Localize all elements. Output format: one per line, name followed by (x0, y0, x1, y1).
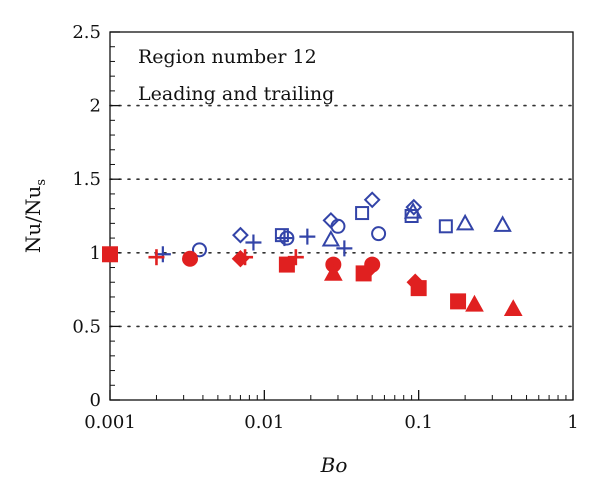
circle-blue-marker (371, 226, 387, 242)
y-tick-label: 1.5 (72, 169, 101, 190)
y-axis-title-main: Nu/Nu (21, 185, 45, 253)
cross-blue-marker (245, 234, 262, 251)
square-red-marker (410, 280, 427, 297)
axis-ticks: 0.001 0.01 0.1 1 0 0.5 1 1.5 2 2.5 (72, 22, 578, 433)
y-tick-label: 2 (90, 96, 101, 117)
diamond-blue-marker (322, 212, 340, 229)
gridlines (109, 104, 574, 328)
triangle-red-marker (465, 294, 484, 312)
square-blue-marker (438, 219, 453, 234)
diamond-blue-marker (232, 226, 249, 244)
triangle-blue-marker (321, 229, 341, 247)
cross-blue-marker (336, 240, 353, 257)
y-axis-title: Nu/Nus (21, 179, 49, 253)
annotation-leading-trailing: Leading and trailing (138, 83, 334, 105)
square-blue-marker (274, 228, 289, 243)
square-red-marker (355, 265, 372, 282)
plot-frame (109, 31, 574, 401)
diamond-blue-marker (363, 191, 381, 209)
diamond-red-marker (231, 249, 250, 268)
y-tick-label: 0.5 (72, 316, 101, 337)
circle-blue-marker (191, 242, 207, 258)
circle-blue-marker (279, 230, 295, 246)
x-tick-label: 0.001 (84, 412, 136, 433)
square-blue-marker (355, 206, 370, 221)
x-tick-label: 1 (567, 412, 578, 433)
y-tick-label: 2.5 (72, 22, 101, 43)
circle-red-marker (182, 250, 199, 267)
annotation-region: Region number 12 (138, 46, 317, 68)
square-red-marker (102, 246, 118, 263)
square-red-marker (278, 256, 295, 273)
y-tick-label: 0 (90, 390, 101, 411)
axes (109, 31, 574, 401)
data-points (102, 191, 523, 317)
square-red-marker (450, 293, 467, 310)
x-axis-title: Bo (320, 453, 348, 477)
cross-red-marker (148, 249, 165, 266)
triangle-blue-marker (455, 213, 475, 231)
y-axis-title-subscript: s (34, 179, 49, 186)
cross-blue-marker (299, 228, 316, 245)
triangle-red-marker (503, 299, 523, 317)
diamond-blue-marker (405, 198, 423, 216)
x-tick-label: 0.01 (244, 412, 284, 433)
triangle-blue-marker (403, 202, 423, 219)
y-tick-label: 1 (90, 243, 101, 264)
x-tick-label: 0.1 (404, 412, 433, 433)
triangle-red-marker (323, 263, 343, 281)
triangle-blue-marker (493, 215, 512, 232)
